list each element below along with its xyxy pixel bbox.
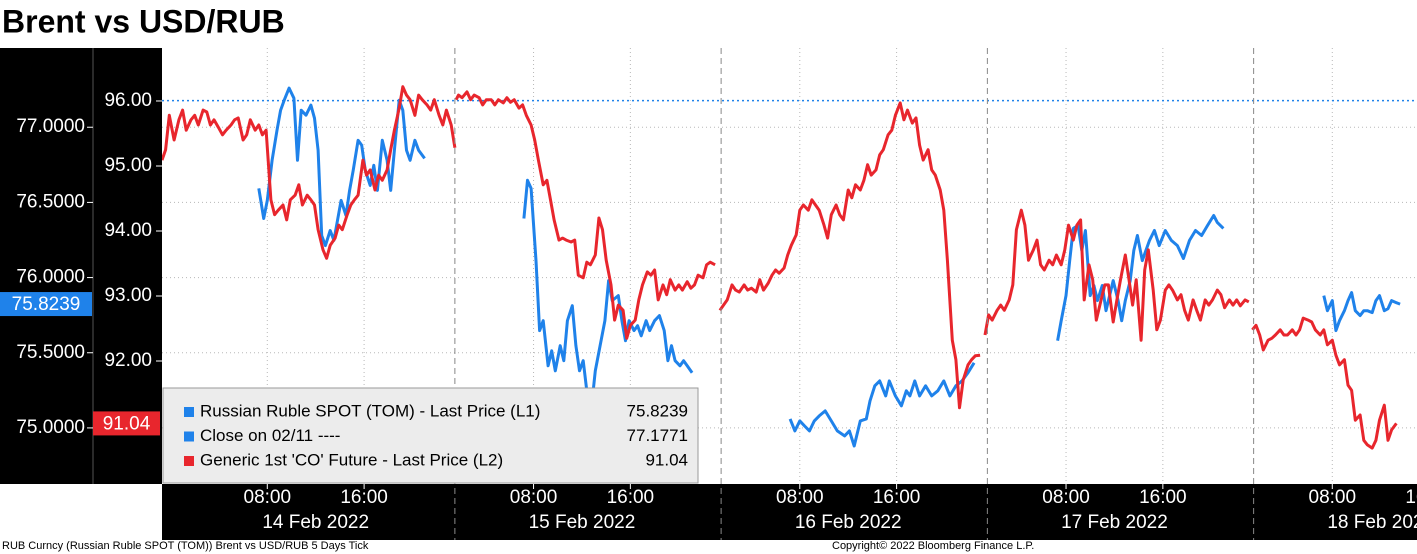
x-tick-label: 08:00 (1309, 487, 1357, 508)
x-tick-label: 08:00 (244, 487, 292, 508)
axis-panel (0, 48, 162, 484)
x-tick-label: 16:00 (340, 487, 388, 508)
y-tick-label: 76.0000 (16, 267, 85, 288)
series-line (257, 86, 1401, 448)
x-tick-label: 16:00 (607, 487, 655, 508)
legend-swatch (184, 431, 194, 442)
legend-swatch (184, 456, 194, 466)
y-tick-label: 76.5000 (16, 191, 85, 212)
footer-copyright: Copyright© 2022 Bloomberg Finance L.P. (832, 540, 1034, 552)
legend: Russian Ruble SPOT (TOM) - Last Price (L… (162, 387, 699, 484)
x-tick-label: 08:00 (776, 487, 824, 508)
footer-source: RUB Curncy (Russian Ruble SPOT (TOM)) Br… (2, 540, 369, 552)
x-tick-label: 16:00 (1405, 487, 1417, 508)
x-tick-label: 08:00 (510, 487, 558, 508)
y-tick-label: 77.0000 (16, 116, 85, 137)
series-line (162, 85, 1398, 450)
x-tick-label: 08:00 (1042, 487, 1090, 508)
y2-tick-label: 95.00 (104, 155, 152, 176)
x-tick-label: 16:00 (1139, 487, 1187, 508)
legend-value: 91.04 (645, 450, 688, 469)
y-tick-label: 75.0000 (16, 417, 85, 438)
y2-tick-label: 93.00 (104, 285, 152, 306)
legend-box (162, 387, 699, 484)
last-value-label: 91.04 (103, 413, 151, 434)
y-tick-label: 75.5000 (16, 342, 85, 363)
x-tick-label: 16:00 (873, 487, 921, 508)
last-value-tag (0, 292, 92, 317)
legend-value: 77.1771 (627, 426, 688, 445)
last-value-tag (93, 411, 160, 436)
legend-swatch (184, 407, 194, 417)
x-date-label: 16 Feb 2022 (795, 512, 902, 533)
y2-tick-label: 96.00 (104, 90, 152, 111)
x-date-label: 15 Feb 2022 (529, 512, 636, 533)
legend-label: Close on 02/11 ---- (200, 426, 340, 445)
last-value-label: 75.8239 (12, 294, 81, 315)
x-date-label: 14 Feb 2022 (262, 512, 369, 533)
y2-tick-label: 92.00 (104, 350, 152, 371)
legend-value: 75.8239 (627, 401, 688, 420)
x-date-label: 17 Feb 2022 (1061, 512, 1168, 533)
legend-label: Russian Ruble SPOT (TOM) - Last Price (L… (200, 401, 540, 420)
chart-title: Brent vs USD/RUB (2, 3, 285, 39)
x-date-label: 18 Feb 2022 (1327, 512, 1417, 533)
legend-label: Generic 1st 'CO' Future - Last Price (L2… (200, 450, 503, 469)
plot-area (162, 48, 1417, 484)
x-axis-panel (162, 484, 1417, 540)
y2-tick-label: 94.00 (104, 220, 152, 241)
